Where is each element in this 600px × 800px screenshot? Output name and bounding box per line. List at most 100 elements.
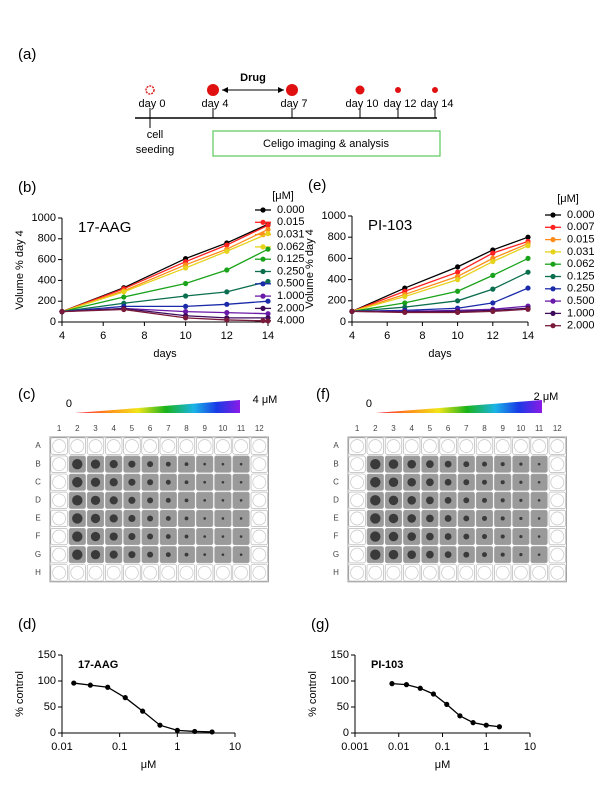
well-ring [550,511,565,526]
data-point [455,288,461,294]
x-tick-label: 6 [100,330,106,342]
spheroid [239,499,243,502]
plate-row-label: D [333,495,339,504]
data-point [444,701,450,708]
well-ring [252,565,267,580]
spheroid [463,497,470,504]
plate-dot [355,85,365,95]
spheroid [184,552,189,557]
well-ring [52,529,66,544]
spheroid [90,495,101,505]
data-point [402,309,408,316]
cell-icon [145,85,155,95]
well-ring [459,439,474,453]
well-ring [161,439,176,453]
plate-column-label: 6 [148,424,153,433]
y-tick-label: 50 [337,701,349,713]
x-tick-label: 0.1 [112,741,127,753]
data-point [402,293,408,300]
x-tick-label: 8 [141,330,147,342]
x-tick-label: 14 [522,330,534,342]
well-ring [52,457,66,472]
legend-label: 0.250 [567,283,595,295]
legend-label: 0.000 [567,209,595,221]
y-tick-label: 50 [44,701,56,713]
day-label: day 14 [420,98,453,110]
spheroid [184,498,189,503]
plate-column-label: 5 [130,424,135,433]
well-ring [441,565,456,580]
data-point [224,267,230,273]
well-ring [350,511,365,526]
data-point [525,243,531,249]
data-point [183,265,189,271]
well-ring [550,565,565,580]
spheroid [388,549,399,560]
gradient-wedge [75,400,240,413]
data-point [265,231,271,237]
seeding-text: cell [147,129,164,141]
plate-column-label: 9 [500,424,505,433]
spheroid [482,534,487,540]
imaging-text: Celigo imaging & analysis [263,138,389,150]
well-ring [234,565,249,580]
imaging-box [212,130,441,157]
spheroid [370,549,381,560]
legend-label: 0.031 [277,229,305,241]
spheroid [72,513,83,524]
spheroid [500,462,505,467]
well-ring [368,565,383,580]
y-tick-label: 600 [38,254,56,266]
spheroid [203,517,207,520]
spheroid [388,459,399,469]
data-point [417,685,423,691]
drug-label: Drug [240,72,266,84]
plate-column-label: 12 [255,424,264,433]
y-tick-label: 400 [38,274,56,286]
well-ring [252,457,267,472]
gradient-end: 2 μM [534,391,559,403]
plate-dot [395,87,401,93]
annotation: 17-AAG [78,219,131,236]
legend-label: 1.000 [277,290,305,302]
well-ring [514,565,528,580]
spheroid [165,552,171,558]
spheroid [239,480,243,484]
data-point [490,308,496,314]
well-ring [252,529,267,544]
data-point [490,286,496,292]
spheroid [370,458,381,470]
panel-label: (g) [311,616,329,633]
y-tick-label: 1000 [322,210,346,222]
well-ring [179,439,194,453]
y-tick-label: 0 [343,727,349,739]
data-point [525,306,531,312]
spheroid [90,531,101,542]
spheroid [426,532,434,541]
well-ring [52,493,66,508]
spheroid [444,478,452,486]
well-ring [52,547,66,562]
well-ring [252,475,267,490]
well-ring [252,547,267,562]
data-point [87,682,93,688]
legend-marker [550,323,556,329]
legend-marker [550,237,556,243]
spheroid [203,480,207,484]
data-point [265,298,271,304]
spheroid [90,513,101,524]
y-axis-label: Volume % day 4 [14,230,26,310]
plate-column-label: 12 [553,424,562,433]
plate-row-label: B [35,459,40,468]
spheroid [426,460,434,468]
well-ring [459,565,474,580]
spheroid [165,479,171,485]
well-ring [52,511,66,526]
well-ring [124,565,139,580]
series-line [61,308,269,322]
data-point [265,246,271,252]
spheroid [184,480,189,485]
legend-label: 1.000 [567,307,595,319]
panel-label: (a) [18,46,36,63]
